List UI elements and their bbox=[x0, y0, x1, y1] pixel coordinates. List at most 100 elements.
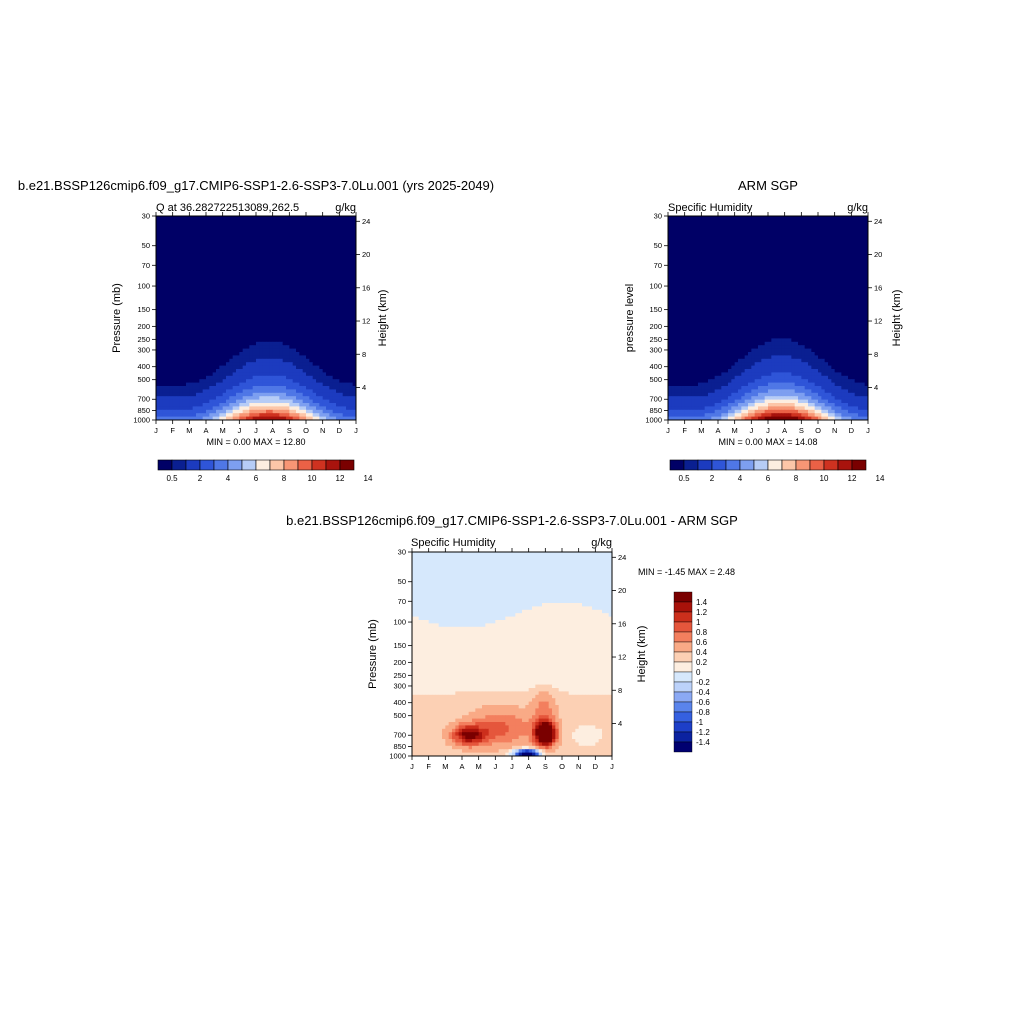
field-cell bbox=[349, 277, 354, 281]
field-cell bbox=[322, 345, 327, 349]
field-cell bbox=[316, 348, 320, 353]
field-cell bbox=[781, 270, 786, 275]
field-cell bbox=[339, 239, 344, 244]
field-cell bbox=[166, 263, 170, 268]
field-cell bbox=[236, 331, 240, 336]
field-cell bbox=[209, 386, 214, 390]
field-cell bbox=[212, 233, 217, 237]
field-cell bbox=[206, 403, 210, 407]
field-cell bbox=[276, 355, 280, 360]
field-cell bbox=[192, 403, 197, 407]
field-cell bbox=[276, 382, 280, 387]
field-cell bbox=[778, 250, 782, 254]
field-cell bbox=[821, 222, 826, 227]
field-cell bbox=[814, 246, 819, 251]
field-cell bbox=[841, 260, 846, 264]
field-cell bbox=[302, 365, 307, 370]
field-cell bbox=[239, 413, 244, 417]
field-cell bbox=[346, 413, 350, 417]
field-cell bbox=[771, 239, 776, 244]
field-cell bbox=[189, 379, 194, 383]
field-cell bbox=[329, 290, 334, 295]
field-cell bbox=[229, 358, 234, 363]
field-cell bbox=[296, 318, 300, 322]
field-cell bbox=[851, 239, 856, 244]
field-cell bbox=[801, 216, 806, 220]
field-cell bbox=[216, 290, 220, 295]
field-cell bbox=[182, 318, 187, 322]
field-cell bbox=[202, 273, 207, 278]
field-cell bbox=[312, 335, 317, 339]
field-cell bbox=[229, 256, 234, 261]
field-cell bbox=[724, 236, 729, 241]
field-cell bbox=[192, 321, 197, 326]
field-cell bbox=[768, 229, 772, 234]
field-cell bbox=[159, 233, 164, 237]
field-cell bbox=[242, 294, 247, 298]
field-cell bbox=[831, 253, 836, 258]
field-cell bbox=[259, 287, 264, 292]
field-cell bbox=[329, 369, 334, 373]
field-cell bbox=[172, 372, 177, 377]
field-cell bbox=[162, 273, 167, 278]
field-cell bbox=[206, 362, 210, 366]
field-cell bbox=[196, 233, 200, 237]
field-cell bbox=[229, 239, 234, 244]
colorbar-swatch bbox=[185, 459, 201, 471]
field-cell bbox=[299, 287, 304, 292]
field-cell bbox=[352, 352, 357, 356]
field-cell bbox=[269, 348, 274, 353]
field-cell bbox=[316, 236, 320, 241]
field-cell bbox=[858, 239, 862, 244]
field-cell bbox=[176, 358, 180, 363]
field-cell bbox=[322, 369, 327, 373]
field-cell bbox=[751, 250, 756, 254]
field-cell bbox=[232, 246, 237, 251]
field-cell bbox=[714, 219, 719, 224]
field-cell bbox=[192, 389, 197, 394]
field-cell bbox=[259, 294, 264, 298]
field-cell bbox=[808, 233, 812, 237]
field-cell bbox=[728, 216, 732, 220]
field-cell bbox=[159, 277, 164, 281]
field-cell bbox=[319, 239, 324, 244]
field-cell bbox=[246, 243, 250, 247]
field-cell bbox=[216, 413, 220, 417]
field-cell bbox=[352, 406, 357, 411]
field-cell bbox=[192, 250, 197, 254]
field-cell bbox=[229, 338, 234, 343]
field-cell bbox=[186, 267, 190, 271]
field-cell bbox=[262, 290, 267, 295]
field-cell bbox=[282, 304, 287, 309]
field-cell bbox=[296, 253, 300, 258]
field-cell bbox=[731, 226, 736, 230]
field-cell bbox=[336, 382, 340, 387]
field-cell bbox=[289, 284, 294, 288]
colorbar-swatch bbox=[157, 459, 173, 471]
field-cell bbox=[166, 267, 170, 271]
field-cell bbox=[192, 301, 197, 305]
field-cell bbox=[279, 253, 284, 258]
field-cell bbox=[239, 226, 244, 230]
field-cell bbox=[349, 246, 354, 251]
field-cell bbox=[249, 358, 254, 363]
field-cell bbox=[342, 365, 347, 370]
field-cell bbox=[219, 273, 224, 278]
field-cell bbox=[306, 396, 310, 400]
field-cell bbox=[246, 416, 250, 421]
field-cell bbox=[236, 314, 240, 319]
field-cell bbox=[199, 338, 204, 343]
field-cell bbox=[166, 280, 170, 285]
field-cell bbox=[861, 222, 866, 227]
field-cell bbox=[854, 236, 859, 241]
field-cell bbox=[192, 304, 197, 309]
field-cell bbox=[229, 284, 234, 288]
field-cell bbox=[299, 358, 304, 363]
field-cell bbox=[272, 396, 277, 400]
field-cell bbox=[179, 304, 184, 309]
field-cell bbox=[718, 236, 722, 241]
field-cell bbox=[831, 219, 836, 224]
field-cell bbox=[259, 365, 264, 370]
field-cell bbox=[176, 338, 180, 343]
field-cell bbox=[289, 256, 294, 261]
